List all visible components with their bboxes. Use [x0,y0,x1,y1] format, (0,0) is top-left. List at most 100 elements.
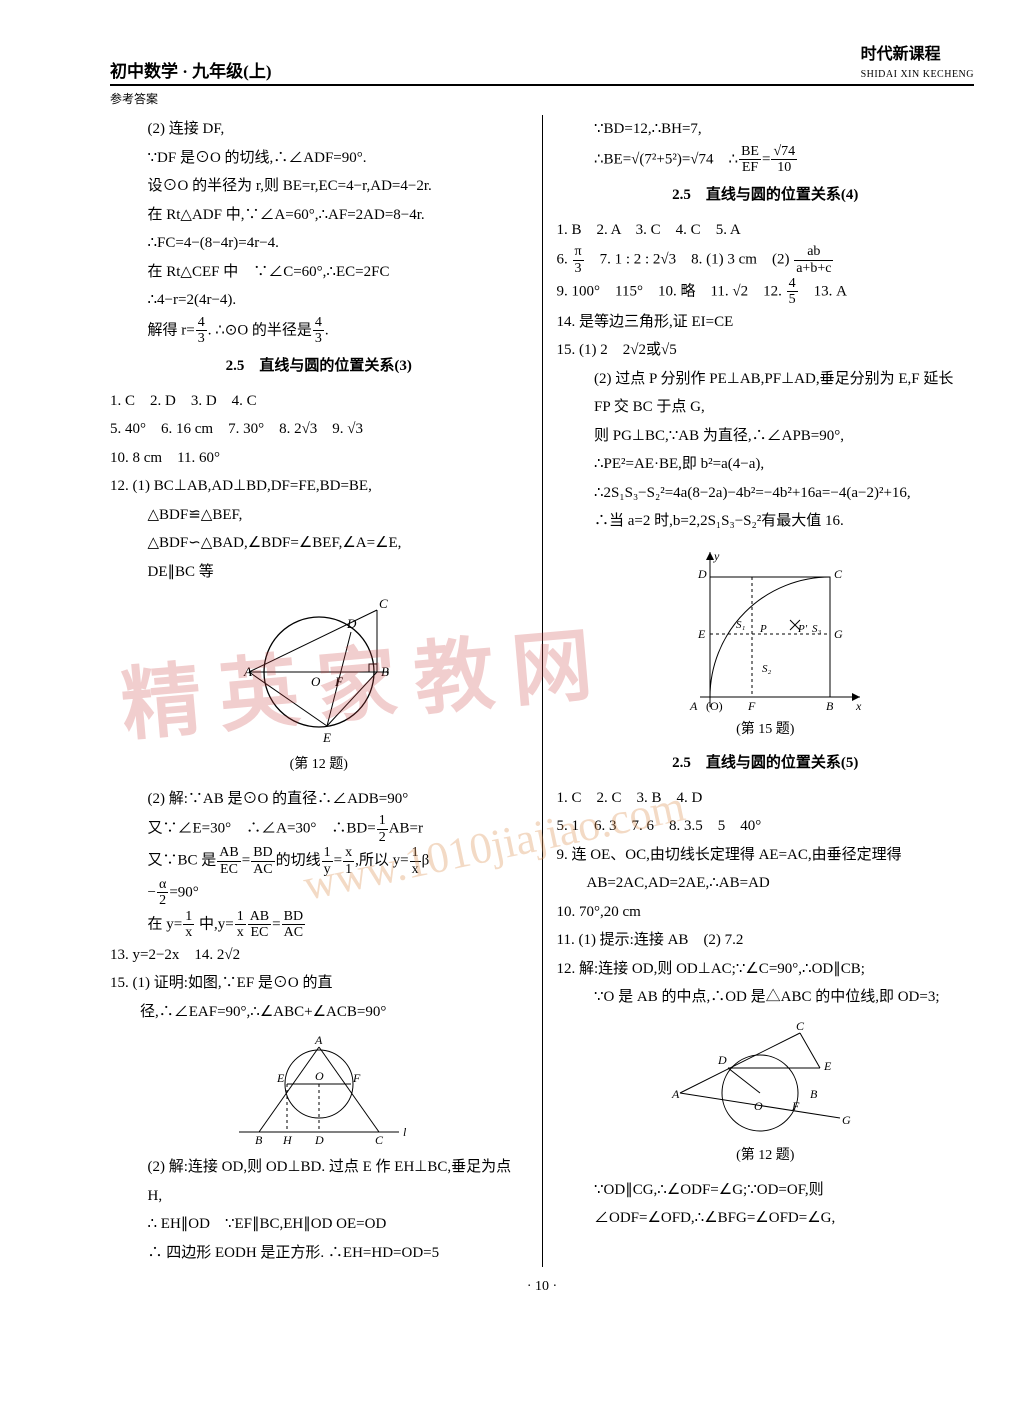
svg-text:C: C [375,1133,384,1147]
svg-text:A: A [314,1033,323,1047]
svg-text:A: A [671,1087,680,1101]
figure-15-right: D C E G S₁ P P' S₃ S₂ A (O) F B x y (第 1… [557,542,975,744]
page: 精英家教网 www.1010jiajiao.com 初中数学 · 九年级(上) … [0,0,1024,1315]
header-right-pinyin: SHIDAI XIN KECHENG [861,69,974,80]
svg-text:A: A [689,699,698,713]
svg-text:O: O [754,1099,763,1113]
svg-text:S₃: S₃ [812,623,822,635]
svg-text:P': P' [797,623,808,635]
text-line: ∵DF 是⊙O 的切线,∴∠ADF=90°. [110,144,528,173]
svg-text:E: E [697,627,706,641]
svg-text:D: D [717,1053,727,1067]
svg-text:S₂: S₂ [762,663,772,675]
text-line: ∴BE=√(7²+5²)=√74 ∴BEEF=√7410 [557,144,975,176]
text: 解得 r= [148,322,195,338]
text: . [325,322,329,338]
text-line: FP 交 BC 于点 G, [557,393,975,422]
section-title: 2.5 直线与圆的位置关系(4) [557,181,975,210]
text-line: ∵OD∥CG,∴∠ODF=∠G;∵OD=OF,则∠ODF=∠OFD,∴∠BFG=… [557,1176,975,1233]
text-line: 5. 1 6. 3 7. 6 8. 3.5 5 40° [557,812,975,841]
svg-text:F: F [334,674,344,689]
fraction: 1x [410,845,421,877]
text-line: 10. 8 cm 11. 60° [110,444,528,473]
fraction: 43 [313,315,324,347]
text-line: 10. 70°,20 cm [557,898,975,927]
fraction: 1x [183,909,194,941]
svg-text:F: F [747,699,756,713]
svg-text:(O): (O) [706,699,723,713]
text-line: ∴2S₁S₃−S₂²=4a(8−2a)−4b²=−4b²+16a=−4(a−2)… [557,479,975,508]
fraction: 12 [377,813,388,845]
svg-text:B: B [381,664,389,679]
svg-text:C: C [834,567,843,581]
text-line: 在 y=1x 中,y=1xABEC=BDAC [110,909,528,941]
fraction: 1y [322,845,333,877]
svg-text:B: B [810,1087,818,1101]
fraction: aba+b+c [794,244,833,276]
fraction: 45 [787,276,798,308]
svg-text:G: G [834,627,843,641]
text-line: ∴4−r=2(4r−4). [110,286,528,315]
fraction: ABEC [217,845,240,877]
fraction: BDAC [282,909,305,941]
text-line: 9. 100° 115° 10. 略 11. √2 12. 45 13. A [557,276,975,308]
text-line: ∵BD=12,∴BH=7, [557,115,975,144]
fraction: x1 [343,845,354,877]
figure-caption: (第 15 题) [557,717,975,744]
text-line: 在 Rt△CEF 中 ∵∠C=60°,∴EC=2FC [110,258,528,287]
text: . ∴⊙O 的半径是 [208,322,312,338]
page-footer: · 10 · [110,1279,974,1295]
svg-text:C: C [796,1019,805,1033]
header-sub: 参考答案 [110,90,974,107]
text-line: 1. C 2. C 3. B 4. D [557,784,975,813]
svg-text:E: E [276,1071,285,1085]
svg-text:P: P [759,623,767,635]
text-line: 则 PG⊥BC,∵AB 为直径,∴∠APB=90°, [557,422,975,451]
svg-text:S₁: S₁ [736,619,746,631]
text-line: −α2=90° [110,877,528,909]
figure-12-left: A B C D E F O (第 12 题) [110,592,528,779]
header-title-left: 初中数学 · 九年级(上) [110,57,272,82]
figure-15a: A E F O B H D C l [110,1032,528,1147]
svg-text:O: O [315,1069,324,1083]
text-line: 在 Rt△ADF 中,∵∠A=60°,∴AF=2AD=8−4r. [110,201,528,230]
figure-caption: (第 12 题) [110,752,528,779]
text-line: 1. B 2. A 3. C 4. C 5. A [557,216,975,245]
svg-text:l: l [403,1125,407,1139]
text-line: 1. C 2. D 3. D 4. C [110,387,528,416]
text-line: 5. 40° 6. 16 cm 7. 30° 8. 2√3 9. √3 [110,415,528,444]
text-line: 12. 解:连接 OD,则 OD⊥AC;∵∠C=90°,∴OD∥CB; [557,955,975,984]
text-line: ∴ EH∥OD ∵EF∥BC,EH∥OD OE=OD [110,1210,528,1239]
svg-text:x: x [855,699,862,713]
fraction: ABEC [248,909,271,941]
text-line: DE∥BC 等 [110,558,528,587]
svg-text:B: B [255,1133,263,1147]
text-line: 11. (1) 提示:连接 AB (2) 7.2 [557,926,975,955]
svg-text:G: G [842,1113,851,1127]
text-line: (2) 连接 DF, [110,115,528,144]
fraction: BDAC [251,845,274,877]
fraction: 43 [196,315,207,347]
figure-caption: (第 12 题) [557,1143,975,1170]
text-line: ∵O 是 AB 的中点,∴OD 是△ABC 的中位线,即 OD=3; [557,983,975,1012]
svg-text:F: F [791,1099,800,1113]
text-line: 15. (1) 2 2√2或√5 [557,336,975,365]
svg-text:C: C [379,596,388,611]
text-line: △BDF≌△BEF, [110,501,528,530]
section-title: 2.5 直线与圆的位置关系(3) [110,352,528,381]
text-line: 14. 是等边三角形,证 EI=CE [557,308,975,337]
svg-text:H: H [282,1133,293,1147]
text-line: ∴ 四边形 EODH 是正方形. ∴EH=HD=OD=5 [110,1239,528,1268]
svg-text:O: O [311,674,321,689]
svg-text:D: D [314,1133,324,1147]
text-line: 解得 r=43. ∴⊙O 的半径是43. [110,315,528,347]
text-line: ∴当 a=2 时,b=2,2S₁S₃−S₂²有最大值 16. [557,507,975,536]
left-column: (2) 连接 DF, ∵DF 是⊙O 的切线,∴∠ADF=90°. 设⊙O 的半… [110,115,543,1267]
svg-text:D: D [697,567,707,581]
text-line: 12. (1) BC⊥AB,AD⊥BD,DF=FE,BD=BE, [110,472,528,501]
text-line: 6. π3 7. 1 : 2 : 2√3 8. (1) 3 cm (2) aba… [557,244,975,276]
svg-text:A: A [243,664,252,679]
figure-12-right: A D C E B F G O (第 12 题) [557,1018,975,1170]
svg-text:F: F [352,1071,361,1085]
text-line: 15. (1) 证明:如图,∵EF 是⊙O 的直径,∴∠EAF=90°,∴∠AB… [110,969,528,1026]
